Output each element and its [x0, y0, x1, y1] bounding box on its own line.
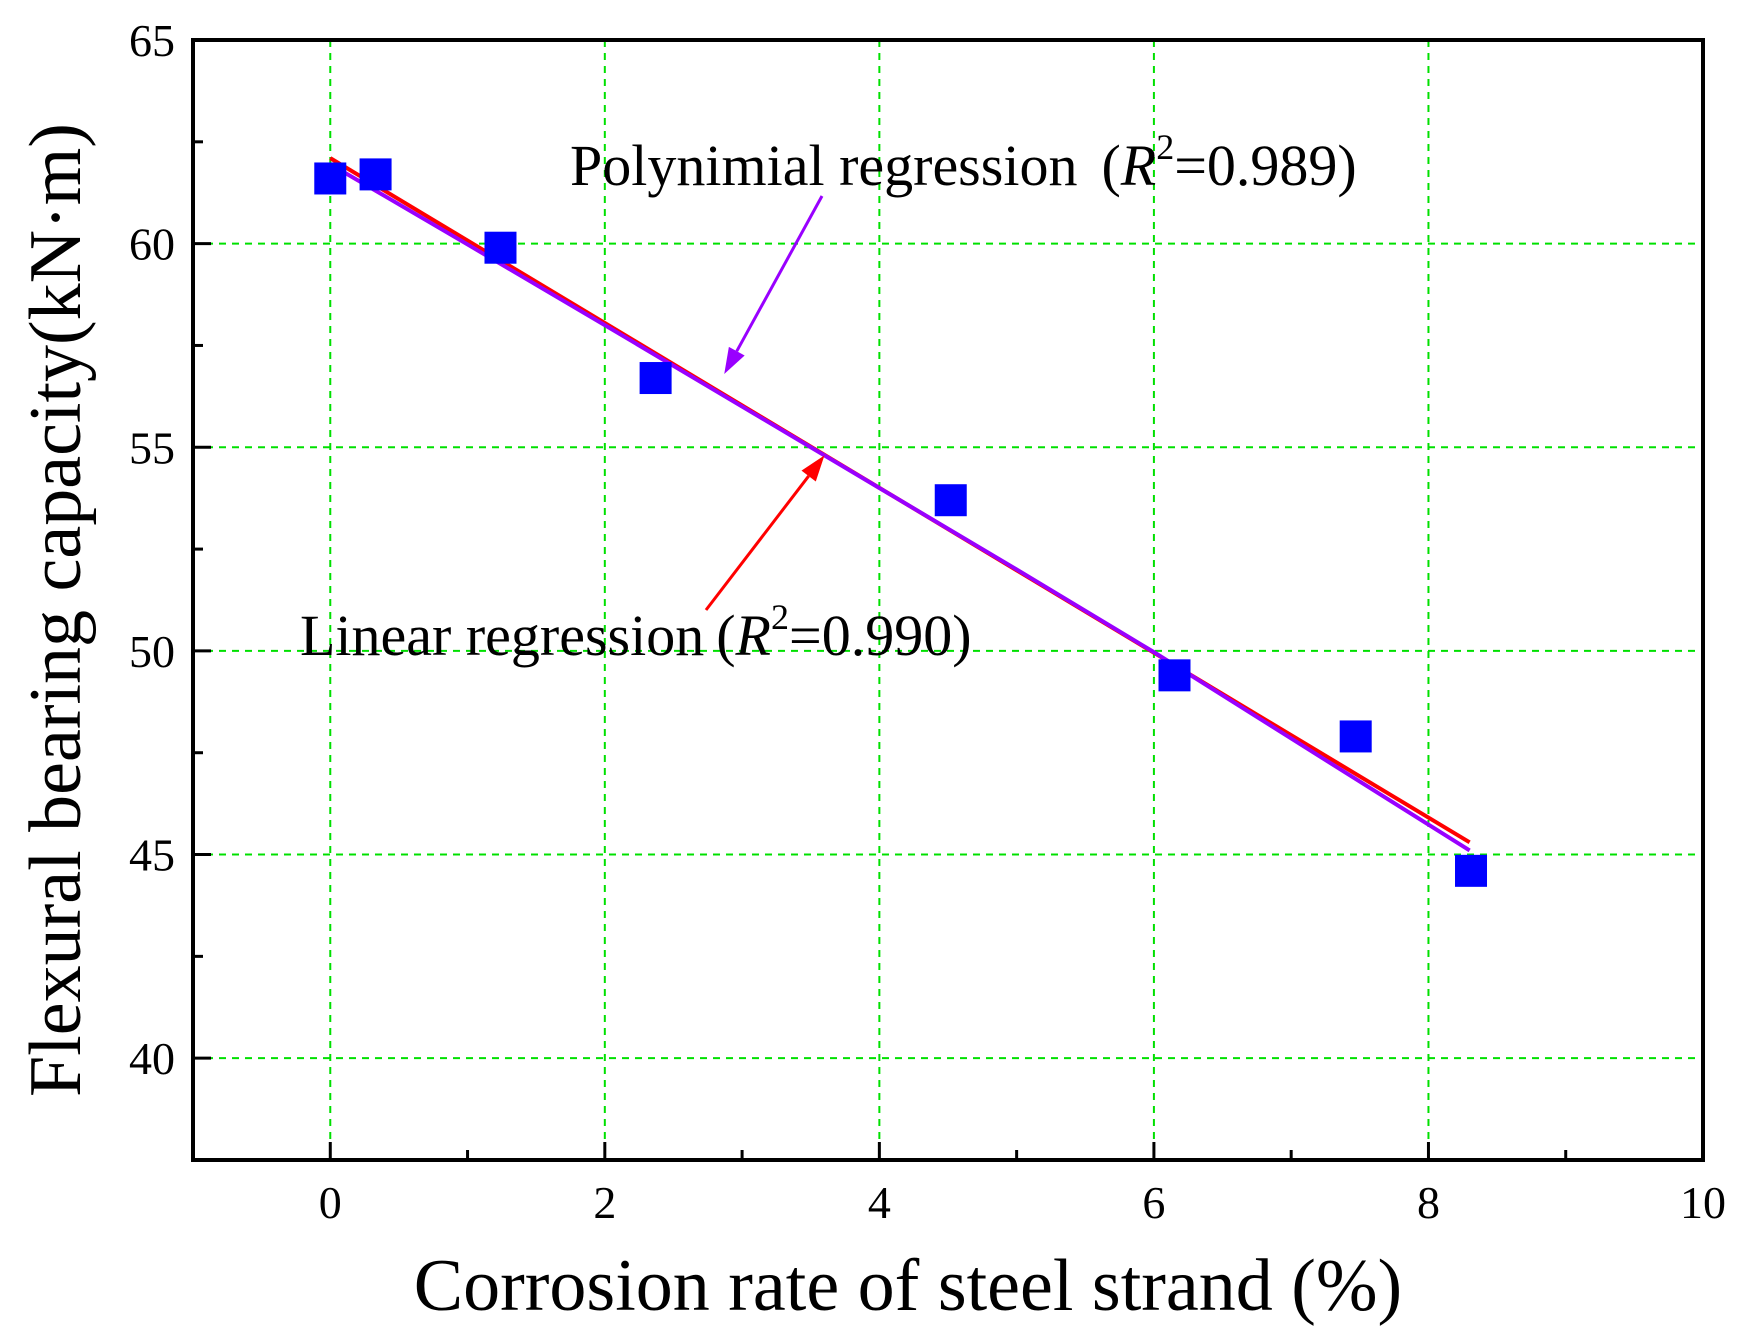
- x-tick-label-2: 2: [593, 1177, 616, 1228]
- axis-ticks: [191, 38, 1705, 1162]
- y-tick-labels: 40 45 50 55 60 65: [129, 15, 175, 1084]
- annotation-linear-r: R: [735, 603, 771, 668]
- x-axis-title: Corrosion rate of steel strand (%): [414, 1245, 1402, 1327]
- annotation-linear-label: Linear regression: [300, 603, 704, 668]
- data-point-4: [934, 484, 967, 517]
- annotation-linear-text: Linear regression (R2=0.990): [300, 597, 972, 668]
- regression-lines: [329, 156, 1471, 853]
- grid-lines: [193, 40, 1703, 1160]
- data-points: [314, 158, 1488, 887]
- y-tick-label-40: 40: [129, 1033, 175, 1084]
- y-tick-label-55: 55: [129, 422, 175, 473]
- annotation-polynomial-value: =0.989): [1174, 133, 1357, 198]
- y-axis-title: Flexural bearing capacity(kN·m): [15, 123, 97, 1097]
- x-tick-labels: 0 2 4 6 8 10: [319, 1177, 1726, 1228]
- annotation-linear-arrow: [704, 475, 810, 611]
- data-point-0: [314, 162, 347, 195]
- data-point-3: [639, 362, 672, 395]
- y-tick-label-50: 50: [129, 626, 175, 677]
- y-tick-label-65: 65: [129, 15, 175, 66]
- plot-frame: [191, 38, 1705, 1162]
- annotation-polynomial-arrow: [735, 195, 824, 352]
- x-tick-label-6: 6: [1142, 1177, 1165, 1228]
- y-tick-label-60: 60: [129, 219, 175, 270]
- data-point-5: [1158, 659, 1191, 692]
- x-tick-label-0: 0: [319, 1177, 342, 1228]
- annotation-linear-value: =0.990): [789, 603, 972, 668]
- x-tick-label-4: 4: [868, 1177, 891, 1228]
- annotation-polynomial: Polynimial regression (R2=0.989): [570, 127, 1357, 374]
- annotation-polynomial-text: Polynimial regression (R2=0.989): [570, 127, 1357, 198]
- x-tick-label-8: 8: [1417, 1177, 1440, 1228]
- x-tick-label-10: 10: [1680, 1177, 1726, 1228]
- data-point-2: [484, 231, 517, 264]
- annotation-linear: Linear regression (R2=0.990): [300, 455, 972, 668]
- annotation-polynomial-label: Polynimial regression: [570, 133, 1077, 198]
- data-point-7: [1455, 854, 1488, 887]
- data-point-6: [1339, 720, 1372, 753]
- annotation-polynomial-arrowhead: [724, 346, 745, 374]
- annotation-linear-arrowhead: [801, 455, 825, 482]
- data-point-1: [359, 158, 392, 191]
- polynomial-regression-line: [329, 162, 1471, 853]
- annotation-polynomial-superscript: 2: [1156, 127, 1174, 167]
- y-tick-label-45: 45: [129, 830, 175, 881]
- annotation-polynomial-r: R: [1120, 133, 1156, 198]
- annotation-linear-superscript: 2: [771, 597, 789, 637]
